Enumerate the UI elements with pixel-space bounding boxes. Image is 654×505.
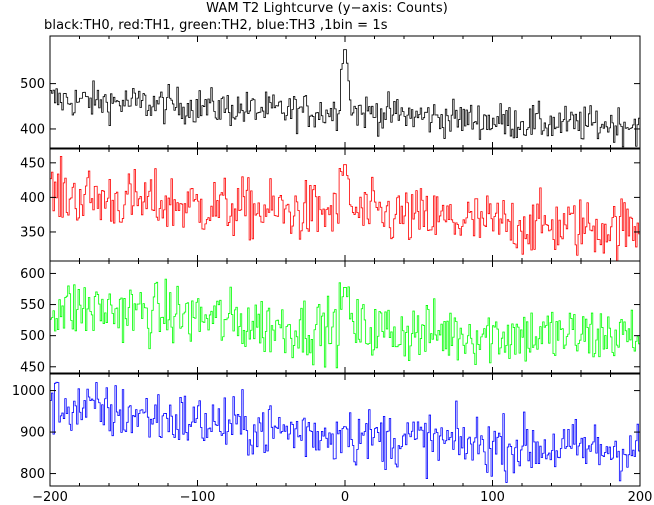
y-tick-label: 350 [20,225,45,240]
panel-th2: 450 500 550 600 [20,260,641,375]
series-th3-line [50,381,640,483]
series-th0-line [50,49,640,148]
y-tick-label: 500 [20,77,45,92]
panel-th3: 800 900 1000 [12,373,641,487]
series-th1-line [50,156,640,261]
x-tick-label: 200 [628,490,653,505]
y-tick-label: 900 [20,426,45,441]
x-tick-label: 100 [480,490,505,505]
series-th2-line [50,278,640,369]
chart-title: WAM T2 Lightcurve (y−axis: Counts) [206,1,448,16]
y-tick-label: 600 [20,267,45,282]
panel-frame [49,373,641,487]
y-tick-label: 450 [20,360,45,375]
y-tick-label: 400 [20,122,45,137]
x-tick-label: −100 [180,490,216,505]
y-tick-label: 550 [20,298,45,313]
y-tick-label: 400 [20,191,45,206]
x-tick-label: −200 [32,490,68,505]
y-tick-label: 450 [20,156,45,171]
panel-th1: 350 400 450 [20,148,641,262]
y-tick-label: 1000 [12,384,45,399]
y-tick-label: 800 [20,467,45,482]
panel-th0: 400 500 [20,35,641,149]
y-tick-label: 500 [20,329,45,344]
x-tick-label: 0 [341,490,349,505]
chart-subtitle: black:TH0, red:TH1, green:TH2, blue:TH3 … [44,18,388,33]
